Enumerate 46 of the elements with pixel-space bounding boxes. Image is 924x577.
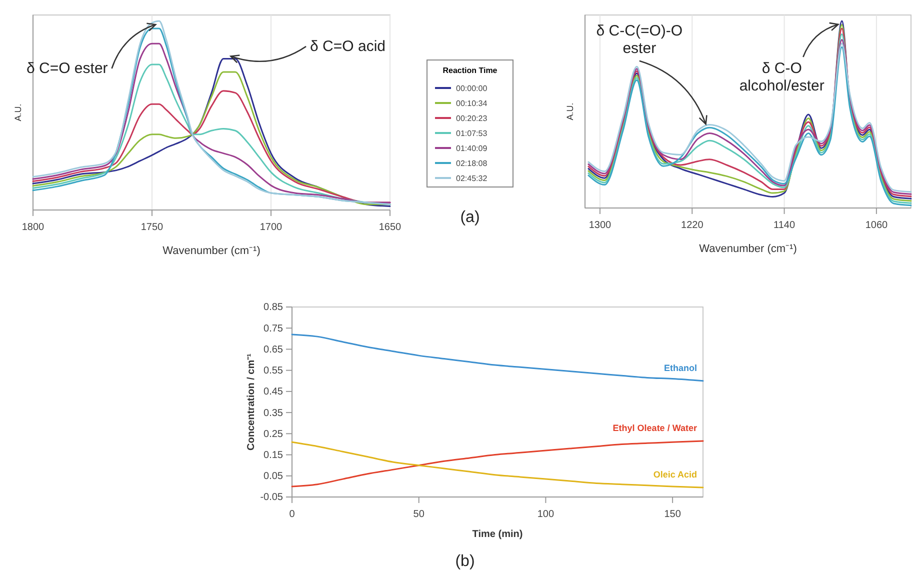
y-tick-label: -0.05 [260,492,284,504]
x-tick-label: 100 [537,509,554,520]
text: (a) [460,209,480,226]
legend-label: 00:00:00 [456,84,488,93]
series-label: Ethyl Oleate / Water [612,423,698,434]
y-tick-label: 0.85 [264,302,284,314]
x-tick-label: 1800 [22,222,45,233]
y-tick-label: 0.55 [264,366,284,377]
x-tick-label: 150 [664,509,682,520]
x-tick-label: 1140 [774,220,796,231]
line-series [291,334,704,382]
x-tick-label: 1650 [378,222,402,233]
annotation: δ C=O ester [26,60,108,77]
x-tick-label: 1060 [865,220,888,231]
text: (b) [455,553,475,570]
y-axis-title: A.U. [13,104,23,122]
annotation: δ C=O acid [310,38,386,55]
y-axis-title: Concentration / cm⁻¹ [246,352,257,450]
series-label: Ethanol [664,362,697,373]
legend-label: 00:20:23 [456,114,488,123]
annotation: δ C-C(=O)-O ester [596,22,683,57]
x-axis-title: Wavenumber (cm⁻¹) [699,243,797,255]
legend-label: 02:45:32 [456,174,488,183]
legend-label: 02:18:08 [456,159,488,168]
x-tick-label: 1750 [140,222,164,233]
y-tick-label: 0.45 [264,386,284,398]
x-axis-title: Time (min) [472,529,523,540]
x-tick-label: 1700 [260,222,283,233]
x-axis-title: Wavenumber (cm⁻¹) [162,245,260,257]
x-tick-label: 1220 [681,220,704,231]
y-tick-label: 0.35 [264,408,284,419]
y-tick-label: 0.65 [264,344,284,356]
x-tick-label: 50 [413,509,425,520]
y-axis-title: A.U. [565,102,575,120]
y-tick-label: 0.75 [264,323,284,334]
legend-label: 00:10:34 [456,99,488,108]
legend-title: Reaction Time [442,66,498,75]
annotation: δ C-O alcohol/ester [739,60,824,94]
y-tick-label: 0.25 [264,428,284,440]
x-tick-label: 0 [289,509,296,520]
legend-label: 01:07:53 [456,129,488,138]
x-tick-label: 1300 [588,220,612,231]
y-tick-label: 0.05 [264,471,284,482]
legend-label: 01:40:09 [456,144,488,153]
y-tick-label: 0.15 [264,450,284,461]
series-label: Oleic Acid [653,470,697,480]
